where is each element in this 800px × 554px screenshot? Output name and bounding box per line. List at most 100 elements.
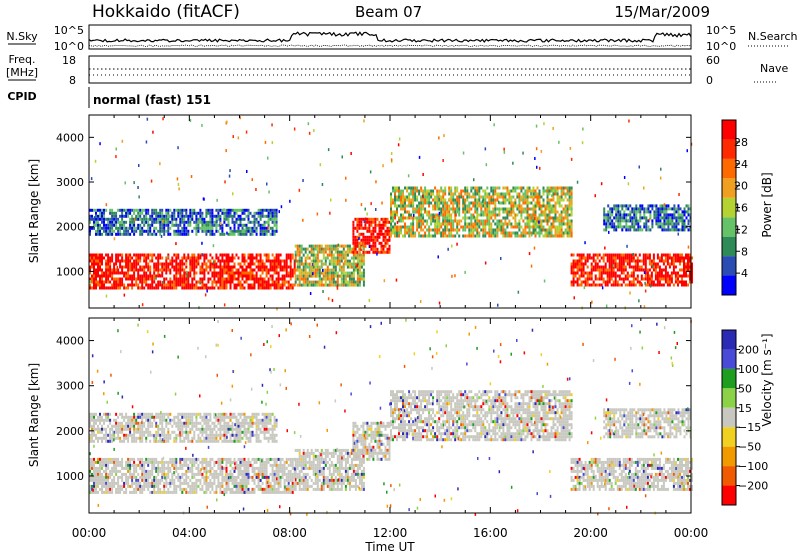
echo-cell xyxy=(143,460,146,464)
echo-cell xyxy=(414,234,417,238)
echo-cell xyxy=(259,274,262,278)
echo-cell xyxy=(632,265,635,269)
echo-cell xyxy=(658,274,661,278)
echo-cell xyxy=(113,265,116,269)
echo-cell xyxy=(224,180,226,184)
echo-cell xyxy=(173,229,176,233)
echo-cell xyxy=(617,222,620,226)
echo-cell xyxy=(135,277,138,281)
echo-cell xyxy=(661,216,664,220)
echo-cell xyxy=(365,217,367,221)
echo-cell xyxy=(468,204,471,208)
echo-cell xyxy=(229,286,232,290)
echo-cell xyxy=(396,207,398,211)
echo-cell xyxy=(109,280,112,284)
echo-cell xyxy=(332,256,335,260)
echo-cell xyxy=(670,277,673,281)
echo-cell xyxy=(143,472,146,476)
echo-cell xyxy=(336,247,339,251)
echo-cell xyxy=(155,490,158,494)
echo-cell xyxy=(179,283,182,287)
echo-cell xyxy=(586,280,589,284)
echo-cell xyxy=(526,192,529,196)
echo-cell xyxy=(412,234,415,238)
echo-cell xyxy=(629,228,632,232)
echo-cell xyxy=(685,210,688,214)
echo-cell xyxy=(147,217,150,221)
echo-cell xyxy=(584,256,587,260)
echo-cell xyxy=(396,186,398,190)
echo-cell xyxy=(139,259,142,263)
echo-cell xyxy=(490,228,493,232)
echo-cell xyxy=(642,259,645,263)
echo-cell xyxy=(181,217,184,221)
echo-cell xyxy=(161,460,164,464)
echo-cell xyxy=(474,222,477,226)
echo-cell xyxy=(664,253,667,257)
echo-cell xyxy=(95,283,97,287)
echo-cell xyxy=(631,222,634,226)
echo-cell xyxy=(610,274,613,278)
echo-cell xyxy=(520,204,523,208)
echo-cell xyxy=(456,186,459,190)
echo-cell xyxy=(632,252,634,256)
echo-cell xyxy=(285,274,288,278)
echo-cell xyxy=(518,210,521,214)
echo-cell xyxy=(223,283,226,287)
echo-cell xyxy=(298,262,301,266)
echo-cell xyxy=(636,259,639,263)
echo-cell xyxy=(376,232,379,236)
echo-cell xyxy=(275,262,278,266)
echo-cell xyxy=(657,219,660,223)
echo-cell xyxy=(167,286,170,290)
echo-cell xyxy=(350,152,352,155)
echo-cell xyxy=(179,211,182,215)
echo-cell xyxy=(93,223,95,227)
echo-cell xyxy=(99,217,101,221)
echo-cell xyxy=(159,232,162,236)
echo-cell xyxy=(540,225,543,229)
echo-cell xyxy=(526,219,529,223)
echo-cell xyxy=(500,192,503,196)
echo-cell xyxy=(418,231,421,235)
echo-cell xyxy=(193,463,196,467)
echo-cell xyxy=(556,234,559,238)
echo-cell xyxy=(187,277,190,281)
echo-cell xyxy=(189,265,192,269)
echo-cell xyxy=(342,280,345,284)
echo-cell xyxy=(330,256,333,260)
echo-cell xyxy=(520,195,523,199)
echo-cell xyxy=(171,262,174,266)
echo-cell xyxy=(207,211,210,215)
echo-cell xyxy=(503,147,505,151)
echo-cell xyxy=(187,481,190,485)
echo-cell xyxy=(289,253,292,257)
echo-cell xyxy=(161,211,164,215)
echo-cell xyxy=(661,228,664,232)
echo-cell xyxy=(97,469,99,473)
echo-cell xyxy=(535,124,538,128)
echo-cell xyxy=(326,283,329,287)
echo-cell xyxy=(472,216,475,220)
echo-cell xyxy=(506,231,509,235)
echo-cell xyxy=(649,228,652,232)
echo-cell xyxy=(310,283,313,287)
echo-cell xyxy=(209,217,212,221)
echo-cell xyxy=(550,216,553,220)
echo-cell xyxy=(161,217,164,221)
echo-cell xyxy=(674,265,677,269)
echo-cell xyxy=(97,271,99,275)
freq-tick-lo: 8 xyxy=(69,74,76,87)
echo-cell xyxy=(488,198,491,202)
echo-cell xyxy=(614,283,617,287)
echo-cell xyxy=(107,277,110,281)
echo-cell xyxy=(610,271,613,275)
echo-cell xyxy=(522,192,525,196)
echo-cell xyxy=(225,283,228,287)
echo-cell xyxy=(149,460,152,464)
echo-cell xyxy=(538,228,541,232)
echo-cell xyxy=(668,253,671,257)
echo-cell xyxy=(330,280,333,284)
echo-cell xyxy=(117,475,120,479)
echo-cell xyxy=(293,265,296,269)
